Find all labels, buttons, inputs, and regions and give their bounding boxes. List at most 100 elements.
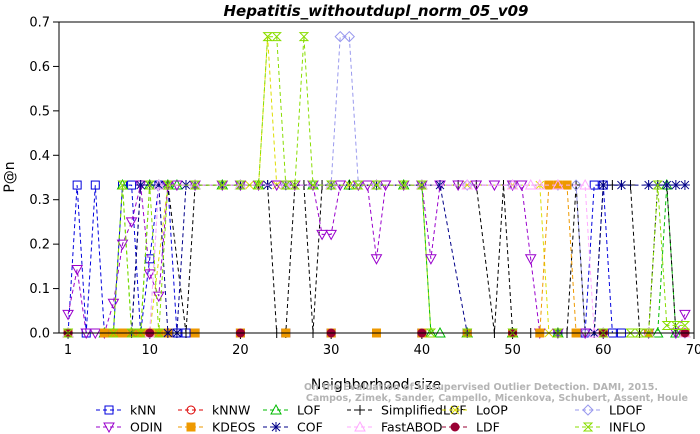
legend-label: LOF [297, 403, 321, 418]
y-tick-label: 0.6 [29, 60, 50, 75]
data-point [298, 32, 310, 42]
data-point [107, 298, 120, 310]
legend-item-kdeos: KDEOS [178, 420, 256, 434]
data-point [579, 179, 591, 190]
legend-label: KDEOS [212, 420, 256, 434]
data-point [524, 254, 537, 265]
data-point [598, 328, 609, 338]
data-point [270, 403, 282, 415]
data-point [679, 309, 691, 321]
x-tick-label: 60 [595, 343, 612, 358]
legend-item-simplifiedlof: SimplifiedLOF [347, 403, 467, 418]
data-point [62, 328, 74, 338]
data-point [152, 179, 165, 190]
data-point [679, 180, 690, 191]
data-point [162, 180, 174, 190]
series-line [68, 184, 685, 334]
data-point [145, 254, 155, 264]
legend-item-ldof: LDOF [575, 403, 643, 418]
data-point [90, 180, 100, 190]
x-tick-label: 40 [414, 343, 431, 358]
data-point [670, 320, 682, 330]
data-point [280, 179, 292, 191]
x-tick-label: 20 [232, 343, 249, 358]
series-cof [63, 180, 690, 338]
data-point [152, 291, 165, 303]
data-point [217, 180, 228, 190]
data-point [355, 405, 365, 415]
data-point [425, 254, 437, 265]
y-axis: 0.0 0.1 0.2 0.3 0.4 0.5 0.6 0.7 [29, 16, 59, 342]
data-point [450, 422, 460, 432]
x-tick-label: 50 [504, 343, 521, 358]
data-point [325, 229, 337, 241]
data-point [507, 328, 518, 338]
data-point [186, 405, 196, 415]
series-inflo [62, 32, 691, 338]
legend-item-cof: COF [263, 420, 323, 434]
legend-label: FastABOD [381, 420, 443, 434]
legend-label: kNN [130, 403, 156, 418]
data-point [307, 180, 319, 190]
data-point [462, 328, 473, 338]
data-point [533, 179, 546, 190]
data-point [354, 420, 366, 432]
data-point [253, 180, 264, 190]
y-axis-label: P@n [2, 161, 18, 192]
y-tick-label: 0.7 [29, 16, 50, 31]
data-point [398, 180, 409, 190]
data-point [271, 422, 281, 432]
data-point [670, 180, 681, 191]
data-point [316, 229, 328, 241]
data-point [127, 180, 137, 190]
data-point [108, 328, 119, 338]
data-point [62, 309, 74, 321]
data-point [370, 254, 383, 265]
data-point [461, 179, 474, 190]
data-point [125, 217, 138, 228]
data-point [72, 180, 82, 190]
legend-label: COF [297, 420, 323, 434]
legend-item-inflo: INFLO [575, 420, 646, 434]
data-point [589, 180, 599, 190]
data-point [135, 328, 146, 338]
data-point [186, 422, 196, 432]
data-point [425, 328, 437, 338]
legend-label: LDOF [609, 403, 643, 418]
data-point [116, 239, 129, 251]
data-point [461, 179, 473, 191]
data-point [435, 180, 445, 191]
data-point [582, 422, 594, 432]
data-point [334, 30, 346, 43]
data-point [371, 180, 382, 190]
data-point [143, 269, 156, 280]
legend-label: ODIN [130, 420, 163, 434]
data-point [325, 180, 337, 190]
legend-label: kNNW [212, 403, 250, 418]
plot-frame [58, 21, 695, 334]
y-tick-label: 0.0 [29, 327, 50, 342]
data-point [506, 179, 519, 190]
legend-item-knnw: kNNW [178, 403, 250, 418]
data-point [552, 328, 564, 338]
y-tick-label: 0.3 [29, 193, 50, 208]
x-tick-label: 30 [323, 343, 340, 358]
plot-series [62, 30, 691, 340]
data-point [416, 180, 428, 190]
series-simplifiedlof [63, 180, 690, 338]
data-point [370, 179, 383, 191]
data-point [582, 404, 594, 416]
legend-label: LDF [476, 420, 500, 434]
data-point [189, 180, 201, 190]
data-point [450, 405, 460, 415]
data-point [616, 180, 627, 191]
legend-label: SimplifiedLOF [381, 403, 467, 418]
legend: kNN kNNW LOF SimplifiedLOF LoOP LDOF ODIN KDEOS… [96, 403, 646, 434]
data-point [126, 328, 137, 338]
data-point [524, 179, 537, 190]
legend-item-knn: kNN [96, 403, 156, 418]
y-tick-label: 0.5 [29, 104, 50, 119]
legend-label: INFLO [609, 420, 646, 434]
legend-item-odin: ODIN [96, 420, 163, 434]
x-tick-label: 10 [141, 343, 158, 358]
